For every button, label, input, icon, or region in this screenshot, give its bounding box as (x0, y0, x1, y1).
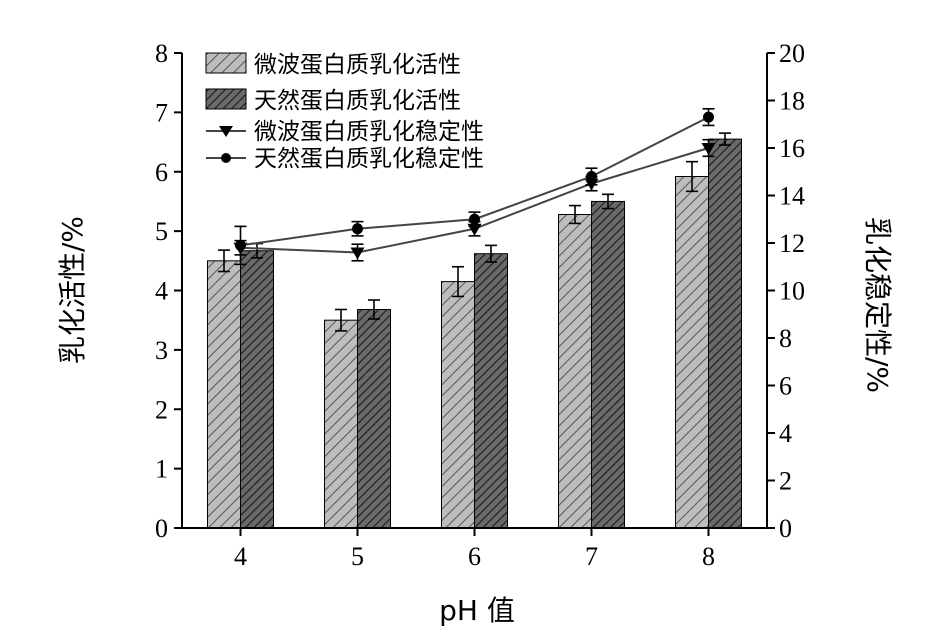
x-tick-label: 4 (234, 542, 247, 571)
bars-layer (207, 132, 742, 529)
bar-error-series2-ph5 (368, 299, 380, 320)
y-right-tick-label: 20 (779, 39, 805, 68)
y-right-tick-label: 12 (779, 229, 805, 258)
bar-error-series2-ph6 (485, 244, 497, 263)
legend-label-bar-1: 微波蛋白质乳化活性 (254, 52, 461, 78)
y-right-tick-label: 18 (779, 87, 805, 116)
y-right-tick-label: 2 (779, 467, 792, 496)
y-right-tick-label: 6 (779, 372, 792, 401)
y-left-tick-label: 6 (155, 158, 168, 187)
bar-series1-ph7 (558, 214, 592, 529)
bar-error-series1-ph4 (218, 249, 230, 273)
bar-series1-ph6 (441, 281, 475, 529)
y-left-tick-label: 1 (155, 455, 168, 484)
legend-marker-circle (221, 153, 231, 163)
x-tick-label: 6 (468, 542, 481, 571)
y-right-tick-label: 4 (779, 419, 792, 448)
y-left-tick-label: 4 (155, 277, 168, 306)
bar-error-series2-ph8 (719, 132, 731, 146)
y-right-tick-label: 16 (779, 134, 805, 163)
x-tick-label: 8 (702, 542, 715, 571)
point-series1-ph5 (350, 247, 365, 260)
y-axis-right-title: 乳化稳定性/% (861, 217, 894, 393)
point-series2-ph4 (235, 239, 246, 251)
bar-error-series1-ph8 (686, 160, 698, 193)
bar-series2-ph8 (708, 138, 742, 529)
legend-label-bar-2: 天然蛋白质乳化活性 (254, 88, 461, 114)
y-axis-left-title: 乳化活性/% (56, 216, 89, 364)
y-left-tick-label: 3 (155, 336, 168, 365)
bar-error-series1-ph6 (452, 265, 464, 298)
y-left-tick-label: 2 (155, 395, 168, 424)
legend-label-line-1: 微波蛋白质乳化稳定性 (254, 119, 484, 145)
y-left-tick-label: 0 (155, 514, 168, 543)
bar-series2-ph6 (474, 253, 508, 529)
bar-series1-ph4 (207, 260, 241, 529)
y-right-tick-label: 0 (779, 514, 792, 543)
bar-series1-ph8 (675, 176, 709, 529)
y-right-tick-label: 14 (779, 182, 805, 211)
point-series2-ph5 (352, 223, 363, 235)
bar-error-series1-ph5 (335, 308, 347, 332)
y-left-tick-label: 5 (155, 217, 168, 246)
bar-series2-ph7 (591, 200, 625, 529)
x-axis-title: pH 值 (439, 594, 515, 627)
bar-error-series2-ph7 (602, 193, 614, 210)
point-series2-ph7 (586, 171, 597, 182)
point-series1-ph8 (701, 143, 716, 155)
bar-series2-ph5 (357, 309, 391, 529)
legend-swatch-bar-2 (205, 88, 247, 110)
x-tick-label: 7 (585, 542, 598, 571)
bar-series2-ph4 (240, 250, 274, 529)
lines-layer (233, 108, 716, 266)
legend-swatch-bar-1 (205, 52, 247, 74)
point-series2-ph8 (703, 111, 714, 123)
y-right-tick-label: 10 (779, 277, 805, 306)
y-left-tick-label: 8 (155, 39, 168, 68)
bar-series1-ph5 (324, 319, 358, 529)
legend-label-line-2: 天然蛋白质乳化稳定性 (254, 146, 484, 172)
legend: 微波蛋白质乳化活性 天然蛋白质乳化活性 微波蛋白质乳化稳定性 天然蛋白质乳化稳定… (205, 52, 484, 172)
point-series2-ph6 (469, 213, 480, 225)
legend-marker-triangle-down (219, 126, 233, 137)
x-tick-label: 5 (351, 542, 364, 571)
y-left-tick-label: 7 (155, 98, 168, 127)
y-right-tick-label: 8 (779, 324, 792, 353)
bar-error-series1-ph7 (569, 204, 581, 225)
